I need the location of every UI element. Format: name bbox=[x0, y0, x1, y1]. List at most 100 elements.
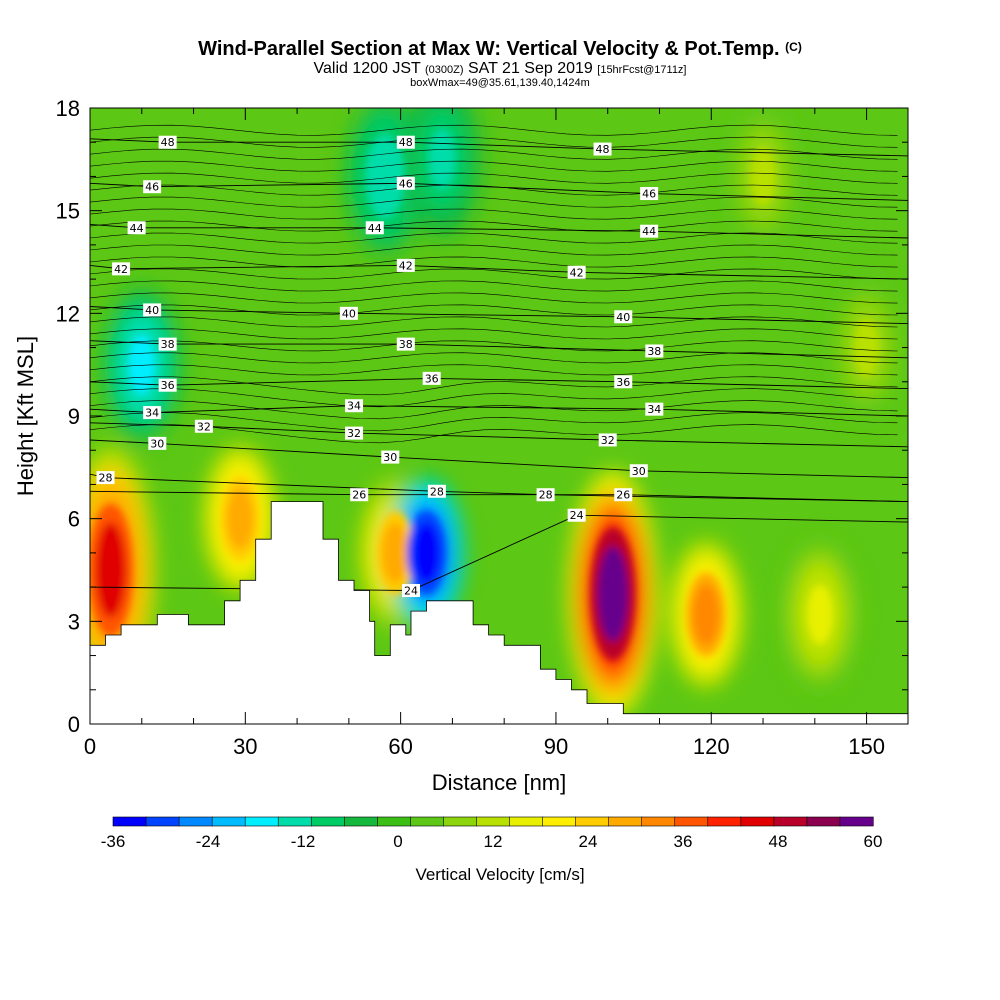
isentrope-label: 48 bbox=[158, 135, 177, 149]
svg-text:32: 32 bbox=[347, 427, 361, 440]
svg-text:36: 36 bbox=[616, 376, 630, 389]
svg-text:34: 34 bbox=[145, 407, 159, 420]
svg-text:48: 48 bbox=[161, 136, 175, 149]
svg-text:30: 30 bbox=[150, 437, 164, 450]
y-tick-label: 18 bbox=[56, 96, 80, 121]
svg-text:46: 46 bbox=[642, 188, 656, 201]
velocity-cell bbox=[429, 129, 456, 190]
isentrope-label: 42 bbox=[112, 262, 131, 276]
colorbar-label: Vertical Velocity [cm/s] bbox=[415, 865, 584, 884]
svg-text:34: 34 bbox=[347, 400, 361, 413]
isentrope-line bbox=[90, 424, 898, 444]
colorbar-swatch bbox=[740, 816, 775, 827]
isentrope-line bbox=[90, 376, 898, 396]
svg-text:32: 32 bbox=[197, 420, 211, 433]
isentrope-label: 26 bbox=[350, 488, 369, 502]
isentrope-line bbox=[90, 220, 898, 232]
y-tick-label: 3 bbox=[68, 609, 80, 634]
colorbar-tick-label: -24 bbox=[196, 832, 221, 851]
velocity-cell bbox=[95, 522, 126, 618]
colorbar-swatch bbox=[509, 816, 544, 827]
svg-text:28: 28 bbox=[539, 489, 553, 502]
isentrope-line bbox=[90, 490, 908, 503]
svg-text:28: 28 bbox=[99, 472, 113, 485]
isentrope-line bbox=[90, 160, 898, 172]
isentrope-label: 46 bbox=[143, 180, 162, 194]
velocity-field: 48 48 48 46 46 46 44 44 44 42 42 42 40 40 40 38 38 38 36 36… bbox=[90, 108, 908, 724]
colorbar-tick-label: -12 bbox=[291, 832, 316, 851]
isentrope-label: 30 bbox=[148, 436, 167, 450]
svg-text:26: 26 bbox=[616, 489, 630, 502]
isentrope-label: 32 bbox=[598, 433, 617, 447]
isentrope-label: 38 bbox=[158, 337, 177, 351]
colorbar-swatch bbox=[112, 816, 147, 827]
isentrope-line bbox=[90, 352, 898, 364]
svg-text:42: 42 bbox=[570, 266, 584, 279]
colorbar-swatch bbox=[707, 816, 742, 827]
y-axis-label: Height [Kft MSL] bbox=[13, 336, 38, 496]
isentrope-label: 36 bbox=[422, 371, 441, 385]
velocity-cell bbox=[227, 488, 254, 549]
svg-text:30: 30 bbox=[632, 465, 646, 478]
colorbar-swatch bbox=[443, 816, 478, 827]
colorbar-tick-label: -36 bbox=[101, 832, 126, 851]
title-main: Wind-Parallel Section at Max W: Vertical… bbox=[198, 38, 780, 60]
svg-text:40: 40 bbox=[616, 311, 630, 324]
x-axis-label: Distance [nm] bbox=[432, 770, 567, 795]
y-tick-label: 6 bbox=[68, 507, 80, 532]
svg-text:28: 28 bbox=[430, 485, 444, 498]
isentrope-line bbox=[90, 328, 898, 340]
colorbar-swatch bbox=[211, 816, 246, 827]
isentrope-line bbox=[90, 244, 898, 256]
svg-text:32: 32 bbox=[601, 434, 615, 447]
svg-text:38: 38 bbox=[647, 345, 661, 358]
colorbar-swatch bbox=[277, 816, 312, 827]
isentrope-label: 46 bbox=[396, 176, 415, 190]
isentrope-line bbox=[90, 364, 898, 376]
svg-text:34: 34 bbox=[647, 403, 661, 416]
isentrope-label: 42 bbox=[396, 258, 415, 272]
x-tick-label: 0 bbox=[84, 734, 96, 759]
svg-text:46: 46 bbox=[399, 177, 413, 190]
svg-text:40: 40 bbox=[342, 307, 356, 320]
isentrope-label: 28 bbox=[427, 484, 446, 498]
colorbar-swatch bbox=[244, 816, 279, 827]
svg-text:46: 46 bbox=[145, 181, 159, 194]
isentrope-label: 24 bbox=[567, 508, 586, 522]
colorbar-tick-label: 12 bbox=[484, 832, 503, 851]
isentrope-label: 26 bbox=[614, 488, 633, 502]
isentrope-line bbox=[90, 232, 898, 244]
isentrope-line bbox=[90, 184, 898, 196]
isentrope-label: 32 bbox=[194, 419, 213, 433]
x-tick-label: 120 bbox=[693, 734, 730, 759]
isentrope-label: 36 bbox=[158, 378, 177, 392]
isentrope-label: 32 bbox=[345, 426, 364, 440]
isentrope-label: 34 bbox=[645, 402, 664, 416]
isentrope-line bbox=[90, 172, 898, 184]
velocity-cell bbox=[806, 584, 833, 645]
valid-prefix: Valid 1200 JST bbox=[313, 60, 421, 77]
isentrope-line bbox=[90, 280, 898, 292]
x-tick-label: 60 bbox=[388, 734, 412, 759]
x-tick-label: 150 bbox=[848, 734, 885, 759]
velocity-cell bbox=[372, 146, 399, 207]
isentrope-label: 44 bbox=[365, 221, 384, 235]
colorbar-swatch bbox=[310, 816, 345, 827]
svg-text:38: 38 bbox=[161, 338, 175, 351]
svg-text:48: 48 bbox=[596, 143, 610, 156]
svg-text:44: 44 bbox=[368, 222, 382, 235]
colorbar-swatch bbox=[145, 816, 180, 827]
isentrope-label: 46 bbox=[640, 187, 659, 201]
isentrope-line bbox=[90, 208, 898, 220]
colorbar-tick-label: 24 bbox=[579, 832, 598, 851]
colorbar-swatch bbox=[410, 816, 445, 827]
isentrope-labels: 48 48 48 46 46 46 44 44 44 42 42 42 40 40 40 38 38 38 36 36… bbox=[96, 135, 664, 598]
colorbar: -36 -24 -12 0 12 24 36 48 60 bbox=[101, 816, 882, 851]
isentrope-line bbox=[90, 412, 898, 432]
y-tick-label: 9 bbox=[68, 404, 80, 429]
velocity-cell bbox=[128, 334, 155, 395]
colorbar-swatch bbox=[806, 816, 841, 827]
svg-text:36: 36 bbox=[425, 372, 439, 385]
